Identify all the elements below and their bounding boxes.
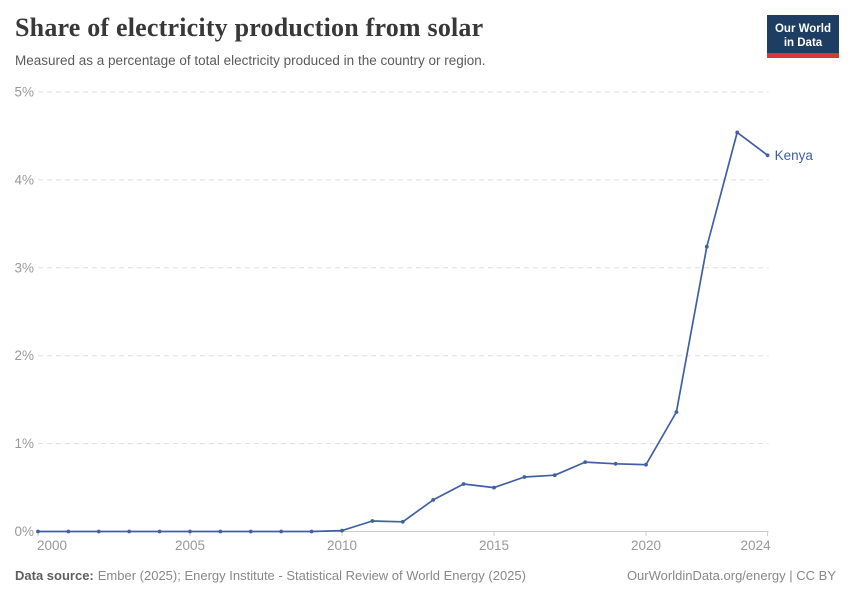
chart-subtitle: Measured as a percentage of total electr… [15,53,486,68]
data-point [127,529,132,534]
data-point [431,498,436,502]
x-axis-label: 2005 [175,538,205,553]
y-axis-label: 4% [14,172,34,187]
page-title: Share of electricity production from sol… [15,13,484,42]
series-end-label: Kenya [775,148,814,163]
x-axis-label: 2020 [631,538,661,553]
data-point [522,475,527,479]
data-point [218,529,223,534]
logo-line-1: Our World [774,23,831,35]
data-point [583,460,588,464]
data-point [157,529,162,534]
data-point [188,529,192,534]
data-point [248,529,253,534]
data-point [340,528,344,533]
x-axis-label: 2024 [741,538,772,553]
data-point [644,462,648,467]
license-credit: OurWorldinData.org/energy | CC BY [626,568,836,583]
data-point [36,529,40,534]
x-axis-label: 2015 [479,538,509,553]
logo-red-bar [767,53,839,58]
data-point [552,473,557,478]
data-point [704,244,709,249]
y-axis-label: 5% [14,85,34,100]
chart-footer: Data source: Ember (2025); Energy Institu… [15,568,836,583]
data-point [492,485,496,490]
data-point [735,130,740,135]
x-axis-label: 2000 [37,538,67,553]
y-axis-label: 3% [14,260,34,275]
y-axis-label: 0% [14,524,34,539]
kenya-line [37,131,769,533]
data-source-label: Data source: [15,568,94,583]
data-point [400,519,405,524]
data-point [674,410,679,414]
y-axis-label: 2% [14,348,34,363]
data-point [279,529,284,534]
data-point [461,482,466,486]
logo-line-2: in Data [783,37,823,49]
data-point [96,529,101,534]
x-axis-label: 2010 [327,538,357,553]
data-source-text: Ember (2025); Energy Institute - Statist… [97,568,526,583]
data-source-note: Data source: Ember (2025); Energy Institu… [15,568,526,583]
data-point [613,461,618,466]
data-point [765,153,770,158]
data-point [309,529,314,534]
y-axis-label: 1% [14,436,34,451]
owid-logo: Our World in Data [767,15,839,58]
data-point [66,529,71,534]
data-point [370,519,375,523]
